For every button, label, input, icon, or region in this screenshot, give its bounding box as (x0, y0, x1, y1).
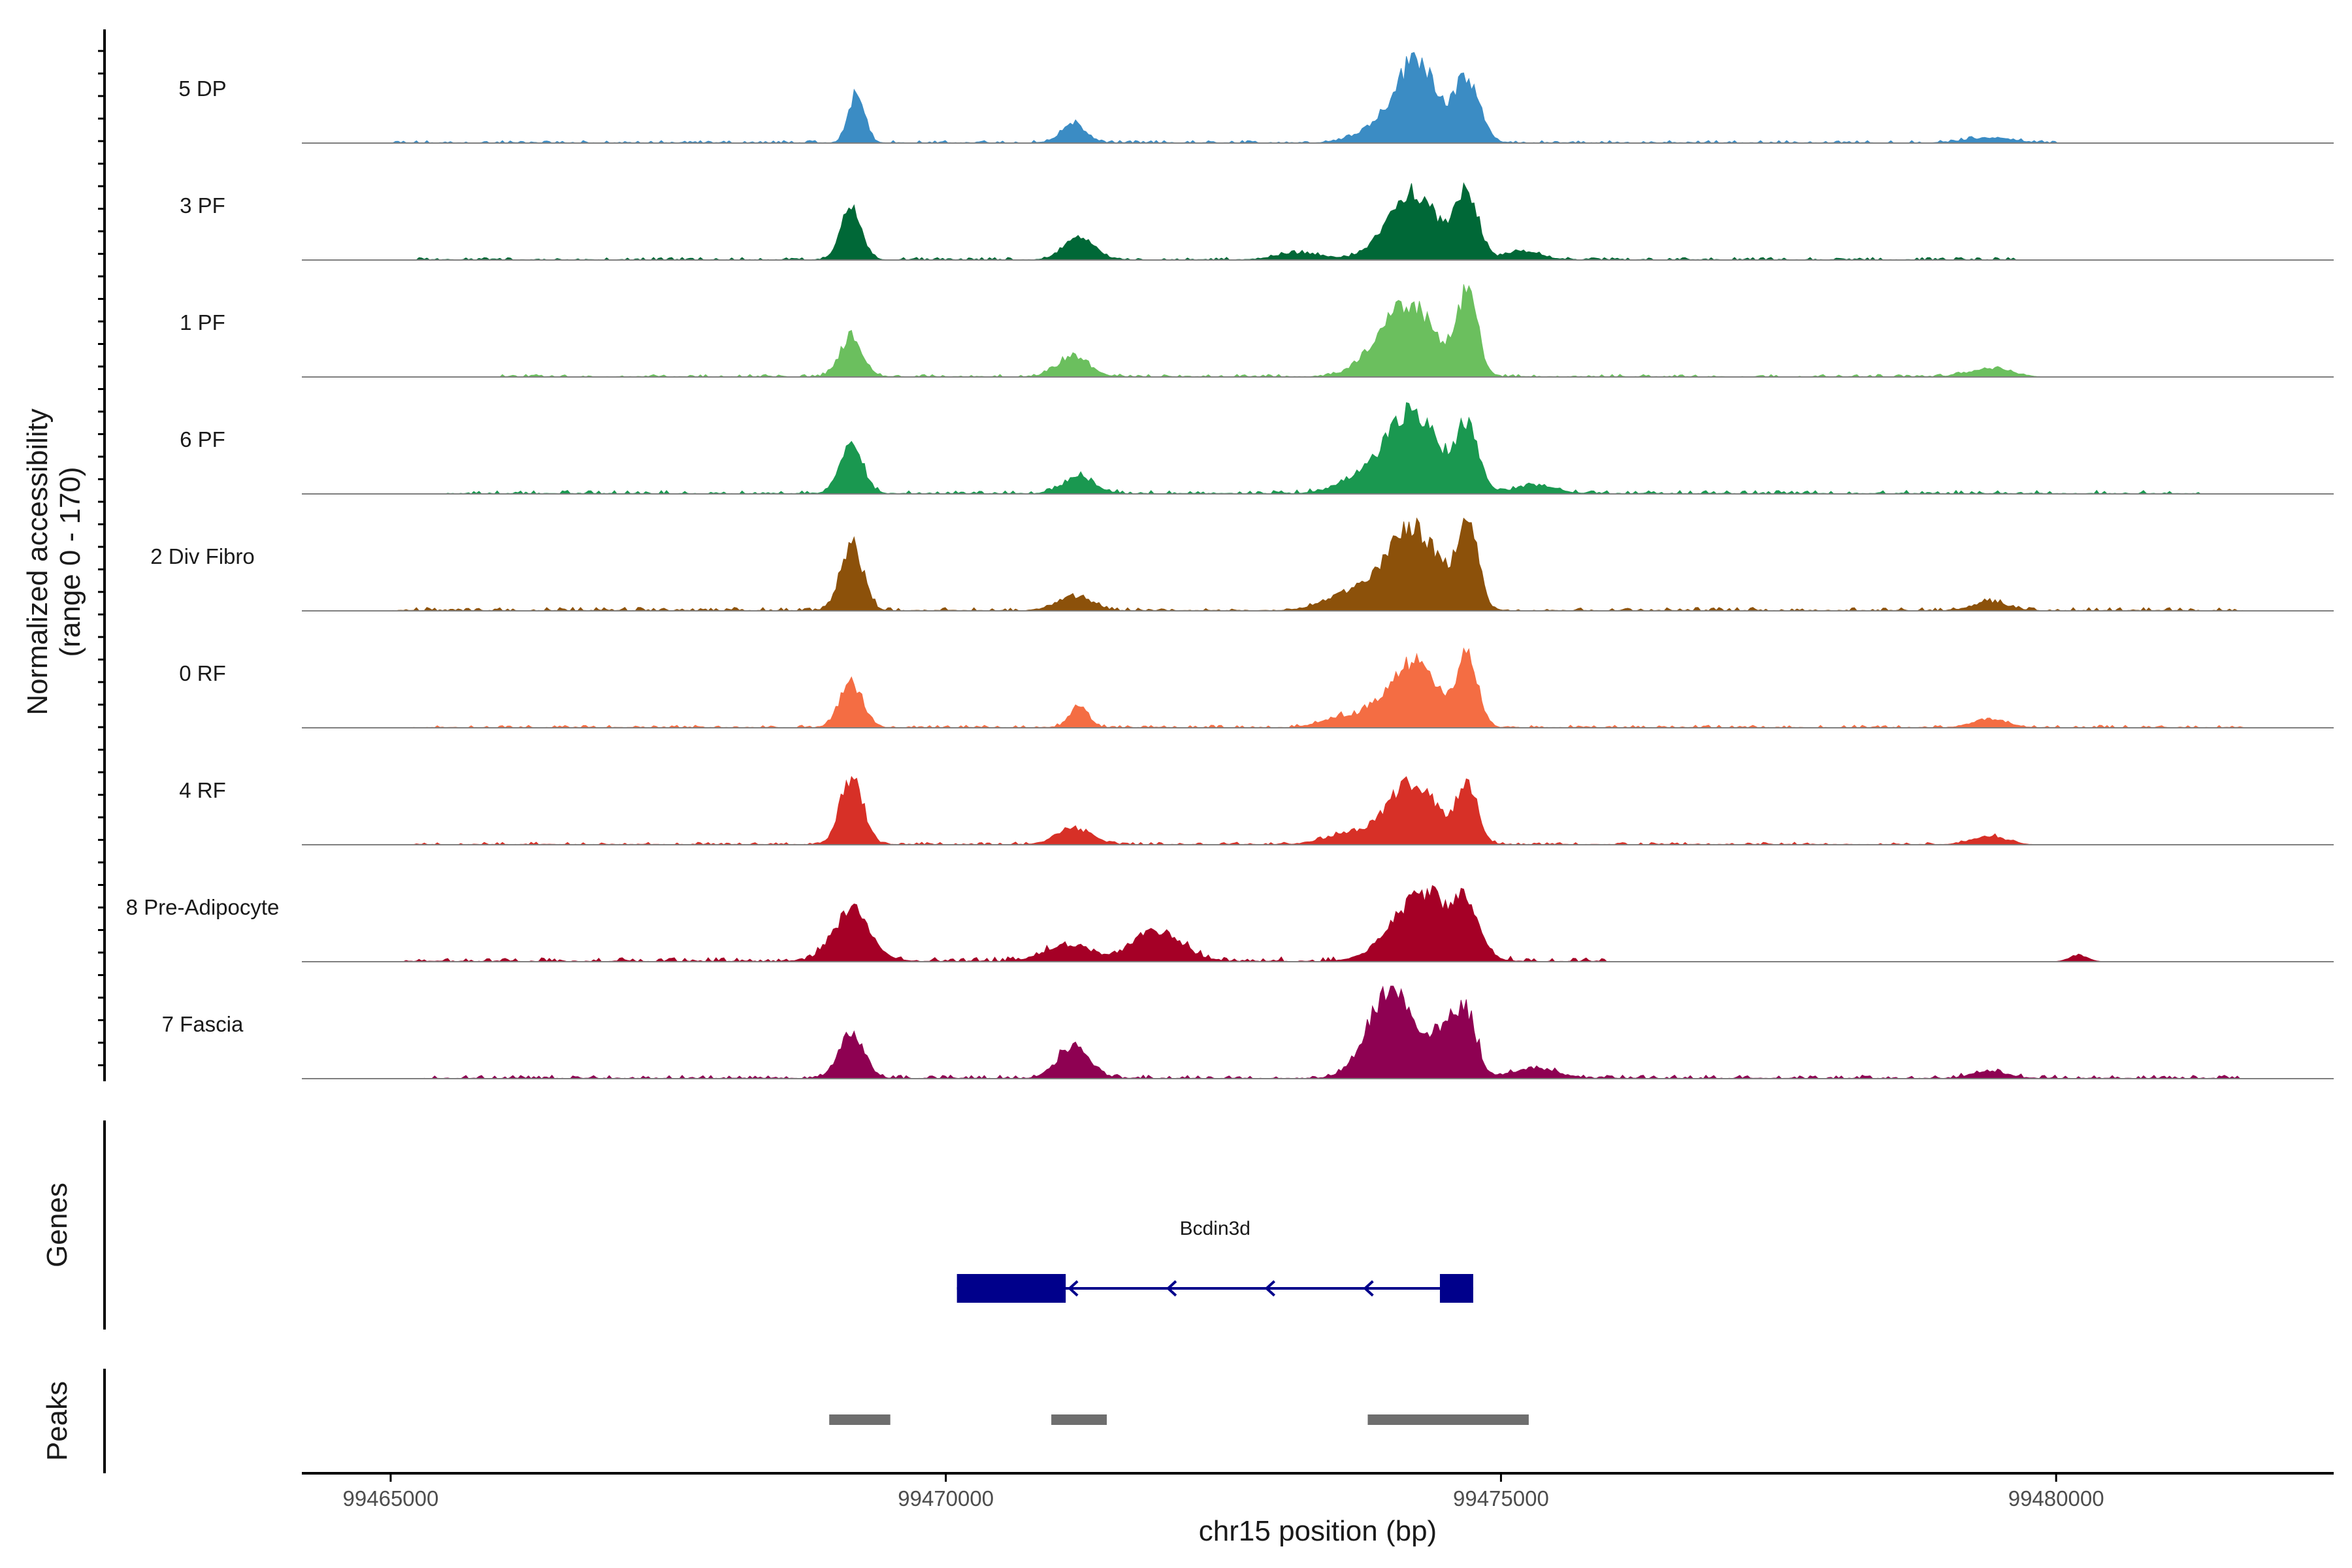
coverage-tracks: 5 DP 3 PF 1 PF 6 PF 2 Div Fibro 0 RF 4 RF 8 Pre… (126, 52, 2334, 1079)
y-axis-range: (range 0 - 170) (54, 466, 86, 657)
coverage-area (302, 284, 2334, 378)
track-label: 1 PF (180, 310, 225, 335)
track-label: 8 Pre-Adipocyte (126, 895, 280, 919)
strand-arrow (1166, 1280, 1177, 1297)
peaks-panel-title: Peaks (41, 1381, 73, 1461)
coverage-area (302, 647, 2334, 728)
coverage-area (302, 52, 2334, 144)
coverage-area (302, 182, 2334, 261)
track-label: 2 Div Fibro (150, 544, 255, 568)
peak-region (829, 1414, 890, 1425)
track-label: 4 RF (179, 778, 226, 802)
track-8: 7 Fascia (162, 985, 2334, 1079)
genes-panel-title: Genes (41, 1183, 73, 1267)
x-axis-ticks: 99465000 99470000 99475000 99480000 (343, 1473, 2104, 1511)
gene-name-label: Bcdin3d (1180, 1218, 1250, 1239)
track-6: 4 RF (179, 776, 2334, 845)
x-tick-label: 99475000 (1453, 1486, 1549, 1511)
x-tick-label: 99470000 (898, 1486, 994, 1511)
coverage-y-ticks (98, 50, 105, 1066)
track-label: 7 Fascia (162, 1012, 244, 1036)
gene-exon (956, 1274, 1066, 1303)
y-axis-title: Normalized accessibility (22, 408, 54, 715)
x-axis-title: chr15 position (bp) (1199, 1515, 1437, 1547)
strand-arrow (1363, 1280, 1374, 1297)
track-label: 0 RF (179, 661, 226, 685)
coverage-area (302, 776, 2334, 845)
y-axis-title-group: Normalized accessibility (22, 408, 54, 715)
track-0: 5 DP (178, 52, 2334, 144)
peak-region (1051, 1414, 1107, 1425)
coverage-area (302, 885, 2334, 962)
genes-title-group: Genes (41, 1183, 73, 1267)
x-tick-label: 99480000 (2008, 1486, 2104, 1511)
strand-arrow (1068, 1280, 1079, 1297)
track-1: 3 PF (180, 182, 2334, 261)
track-2: 1 PF (180, 284, 2334, 378)
gene-exon (1439, 1274, 1473, 1303)
track-3: 6 PF (180, 402, 2334, 495)
track-4: 2 Div Fibro (150, 517, 2334, 612)
coverage-area (302, 517, 2334, 612)
track-label: 5 DP (178, 76, 226, 101)
peaks-title-group: Peaks (41, 1381, 73, 1461)
x-tick-label: 99465000 (343, 1486, 439, 1511)
strand-arrow (1264, 1280, 1276, 1297)
peak-regions (829, 1414, 1529, 1425)
y-axis-range-group: (range 0 - 170) (54, 466, 86, 657)
track-label: 3 PF (180, 193, 225, 218)
coverage-area (302, 402, 2334, 495)
coverage-area (302, 985, 2334, 1079)
track-7: 8 Pre-Adipocyte (126, 885, 2334, 962)
peak-region (1367, 1414, 1529, 1425)
gene-model: Bcdin3d (956, 1218, 1473, 1303)
track-label: 6 PF (180, 427, 225, 451)
track-5: 0 RF (179, 647, 2334, 728)
